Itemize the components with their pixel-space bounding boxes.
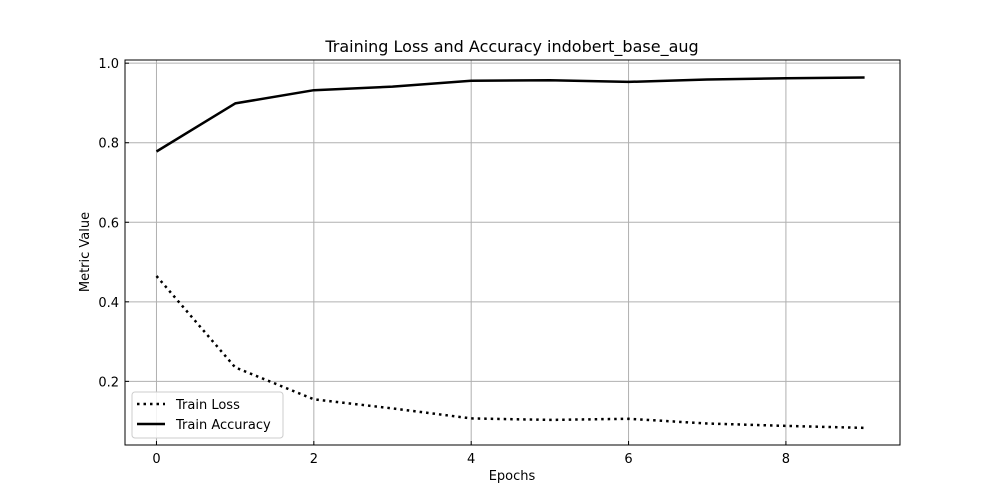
x-tick-label: 0 [152,452,160,467]
gridlines [125,60,900,445]
y-tick-label: 0.8 [98,137,119,152]
legend: Train Loss Train Accuracy [131,391,284,439]
series-lines [155,76,865,430]
y-tick-label: 0.2 [98,375,119,390]
x-tick-label: 2 [310,452,318,467]
legend-label-train-accuracy: Train Accuracy [175,418,271,433]
x-tick-label: 4 [467,452,475,467]
legend-label-train-loss: Train Loss [175,398,240,413]
y-tick-label: 0.4 [98,296,119,311]
plot-frame [124,59,901,446]
x-tick-label: 8 [782,452,790,467]
y-tick-label: 1.0 [98,57,119,72]
y-axis-label: Metric Value [78,212,93,292]
x-axis-label: Epochs [489,469,536,484]
axis-ticks: 0 2 4 6 8 0.2 0.4 0.6 0.8 1.0 [98,57,790,467]
series-line-train-loss [155,275,865,430]
legend-box [131,391,284,439]
series-line-train-accuracy [155,76,865,153]
chart-title: Training Loss and Accuracy indobert_base… [324,37,698,57]
y-tick-label: 0.6 [98,216,119,231]
x-tick-label: 6 [624,452,632,467]
